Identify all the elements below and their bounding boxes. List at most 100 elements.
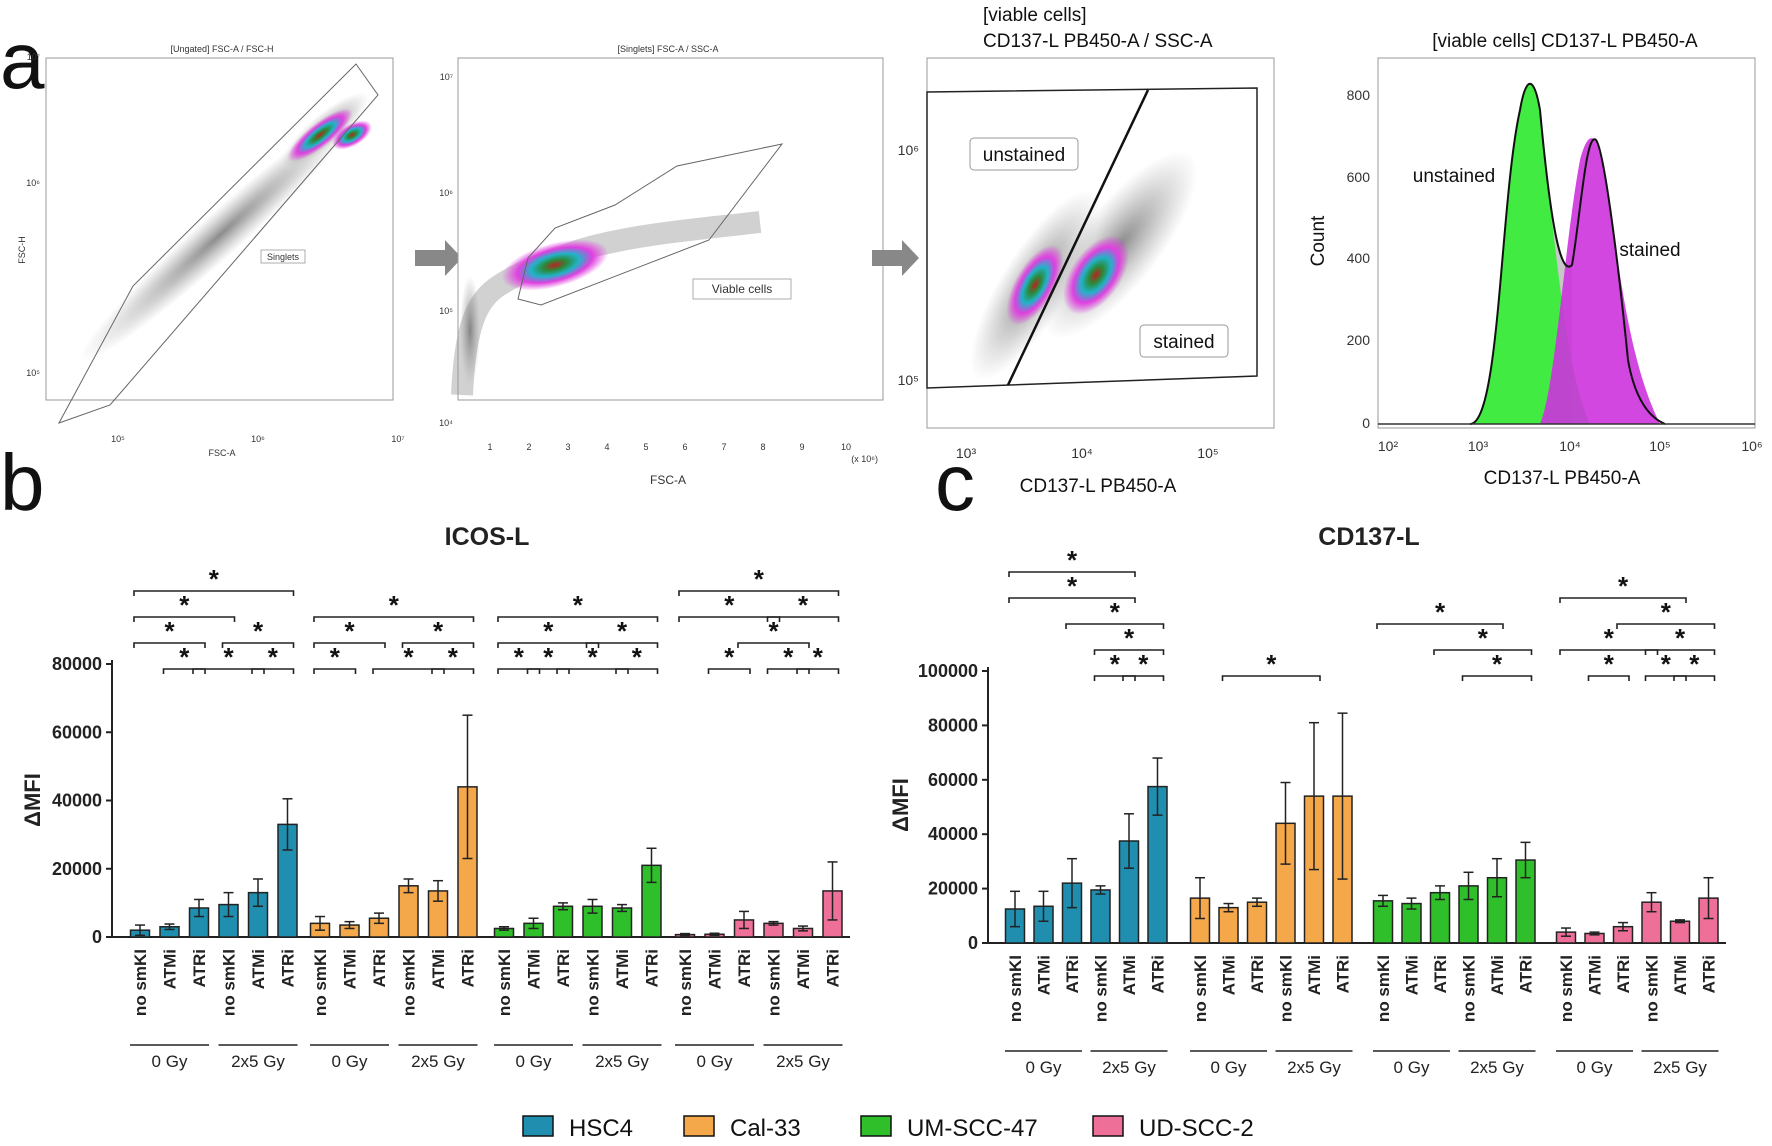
gate-stained-label: stained	[1153, 332, 1214, 353]
flow-p4-xtick-2: 10⁴	[1559, 438, 1581, 454]
dose-label: 0 Gy	[1577, 1058, 1613, 1077]
significance-star: *	[1661, 597, 1672, 627]
legend: HSC4 Cal-33 UM-SCC-47 UD-SCC-2	[522, 1115, 1254, 1142]
gate-singlets-label: Singlets	[267, 252, 300, 262]
significance-star: *	[268, 642, 279, 672]
category-label: ATRi	[1517, 955, 1536, 993]
category-label: ATMi	[161, 949, 180, 989]
category-label: no smKI	[495, 949, 514, 1016]
significance-star: *	[403, 642, 414, 672]
significance-star: *	[587, 642, 598, 672]
dose-label: 2x5 Gy	[595, 1052, 649, 1071]
significance-bracket	[1644, 649, 1716, 655]
arrow-right-icon	[872, 240, 919, 276]
category-label: ATRi	[554, 949, 573, 987]
flow-p4-xtick-0: 10²	[1378, 438, 1399, 454]
significance-bracket	[221, 642, 295, 648]
bar-um-scc-47-2	[552, 905, 574, 938]
flow-panel-1-xlabel: FSC-A	[209, 448, 236, 458]
significance-bracket	[737, 642, 810, 648]
significance-star: *	[1618, 571, 1629, 601]
bar-chart-icos-l: ICOS-L ΔMFI 0 20000 40000 60000 80000 no smKI AT…	[20, 523, 850, 1071]
flow-panel-3-title-2: CD137-L PB450-A / SSC-A	[983, 31, 1213, 52]
flow-panel-2-title: [Singlets] FSC-A / SSC-A	[617, 44, 718, 54]
significance-bracket	[1376, 623, 1504, 629]
flow-p4-ytick-3: 200	[1347, 332, 1371, 348]
flow-p2-xtick-1: 2	[526, 442, 531, 452]
flow-panel-1-ylabel: FSC-H	[17, 236, 27, 264]
significance-star: *	[632, 642, 643, 672]
significance-bracket	[526, 668, 570, 674]
histogram-unstained-label: unstained	[1413, 166, 1495, 187]
significance-bracket	[401, 642, 475, 648]
significance-star: *	[543, 616, 554, 646]
category-label: ATMi	[706, 949, 725, 989]
category-label: ATRi	[190, 949, 209, 987]
y-tick-label: 60000	[52, 722, 102, 742]
category-label: ATRi	[1431, 955, 1450, 993]
dose-label: 2x5 Gy	[1653, 1058, 1707, 1077]
category-label: ATRi	[643, 949, 662, 987]
significance-bracket	[372, 668, 445, 674]
category-label: no smKI	[400, 949, 419, 1016]
flow-p2-xtick-0: 1	[487, 442, 492, 452]
y-tick-label: 0	[92, 927, 102, 947]
y-tick-label: 100000	[918, 661, 978, 681]
y-tick-label: 40000	[52, 791, 102, 811]
significance-bracket	[313, 616, 475, 622]
significance-star: *	[1478, 623, 1489, 653]
category-label: no smKI	[131, 949, 150, 1016]
category-label: no smKI	[1006, 955, 1025, 1022]
category-label: no smKI	[584, 949, 603, 1016]
legend-label-hsc4: HSC4	[569, 1115, 633, 1142]
significance-bracket	[497, 642, 600, 648]
category-label: no smKI	[311, 949, 330, 1016]
y-tick-label: 60000	[928, 770, 978, 790]
flow-p2-ytick-0: 10⁷	[440, 72, 453, 82]
significance-star: *	[1110, 649, 1121, 679]
dose-label: 2x5 Gy	[1102, 1058, 1156, 1077]
significance-star: *	[1435, 597, 1446, 627]
flow-p3-xtick-2: 10⁵	[1197, 445, 1218, 461]
flow-p2-xtick-4: 5	[643, 442, 648, 452]
significance-star: *	[543, 642, 554, 672]
y-axis-label: ΔMFI	[888, 778, 913, 832]
flow-panel-4-title: [viable cells] CD137-L PB450-A	[1432, 31, 1698, 52]
flow-p1-xtick-1: 10⁶	[251, 434, 265, 444]
significance-star: *	[798, 590, 809, 620]
flow-p2-xunit: (x 10⁶)	[851, 454, 878, 464]
category-label: no smKI	[1557, 955, 1576, 1022]
category-label: ATRi	[279, 949, 298, 987]
flow-p1-xtick-2: 10⁷	[391, 434, 404, 444]
legend-swatch-hsc4	[522, 1115, 554, 1137]
chart-title: CD137-L	[1318, 523, 1419, 551]
flow-p4-ytick-0: 800	[1347, 87, 1371, 103]
significance-bracket	[133, 642, 206, 648]
significance-star: *	[754, 564, 765, 594]
flow-p2-xtick-7: 8	[760, 442, 765, 452]
flow-p2-ytick-3: 10⁴	[439, 418, 453, 428]
gate-unstained-label: unstained	[983, 145, 1065, 166]
flow-p2-xtick-5: 6	[682, 442, 687, 452]
flow-p2-xtick-6: 7	[721, 442, 726, 452]
flow-p1-ytick-1: 10⁶	[26, 178, 40, 188]
significance-bracket	[192, 668, 265, 674]
significance-star: *	[448, 642, 459, 672]
significance-star: *	[1689, 649, 1700, 679]
dose-label: 0 Gy	[1394, 1058, 1430, 1077]
significance-bracket	[1093, 649, 1165, 655]
significance-bracket	[678, 616, 781, 622]
significance-bracket	[251, 668, 295, 674]
bar-um-scc-47-0	[1372, 900, 1394, 944]
flow-panel-1-title: [Ungated] FSC-A / FSC-H	[170, 44, 273, 54]
bar-cal-33-1	[1218, 906, 1239, 944]
flow-panel-histogram: [viable cells] CD137-L PB450-A unstained…	[1308, 31, 1763, 489]
dose-label: 0 Gy	[1211, 1058, 1247, 1077]
category-label: ATMi	[1305, 955, 1324, 995]
flow-p2-xtick-9: 10	[841, 442, 851, 452]
arrow-right-icon	[415, 240, 462, 276]
dose-label: 0 Gy	[1026, 1058, 1062, 1077]
significance-bracket	[1673, 675, 1716, 681]
significance-bracket	[1221, 675, 1321, 681]
